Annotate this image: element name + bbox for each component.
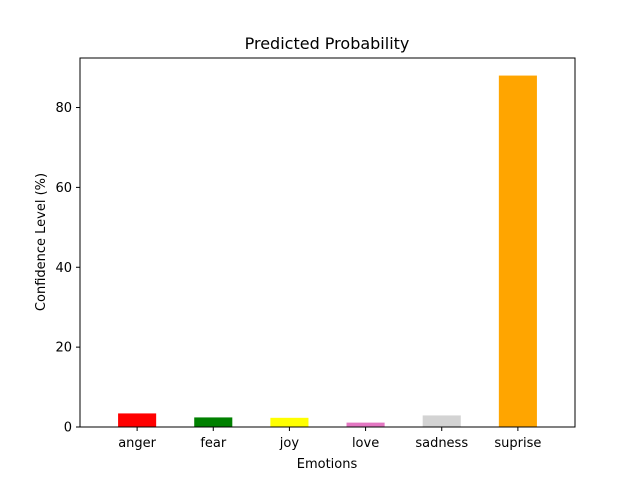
bar-anger: [118, 413, 157, 427]
y-tick-label: 80: [55, 101, 72, 116]
x-tick-label: love: [352, 436, 379, 451]
bar-sadness: [422, 415, 461, 427]
bars-layer: [118, 75, 537, 427]
x-tick-label: anger: [118, 436, 156, 451]
y-tick-label: 60: [55, 181, 72, 196]
x-axis-ticks: anger fear joy love sadness suprise: [118, 427, 541, 451]
bar-suprise: [498, 75, 537, 427]
y-tick-label: 40: [55, 261, 72, 276]
plot-frame: [79, 57, 576, 428]
bar-joy: [270, 417, 309, 427]
x-axis-label: Emotions: [297, 457, 358, 472]
y-axis-ticks: 0 20 40 60 80: [55, 101, 80, 436]
chart-title: Predicted Probability: [245, 34, 410, 53]
y-tick-label: 0: [64, 421, 72, 436]
bar-love: [346, 422, 385, 427]
x-tick-label: fear: [200, 436, 227, 451]
y-tick-label: 20: [55, 341, 72, 356]
bar-fear: [194, 417, 233, 427]
x-tick-label: joy: [279, 436, 300, 451]
y-axis-label: Confidence Level (%): [34, 173, 49, 311]
x-tick-label: suprise: [494, 436, 541, 451]
x-tick-label: sadness: [415, 436, 468, 451]
